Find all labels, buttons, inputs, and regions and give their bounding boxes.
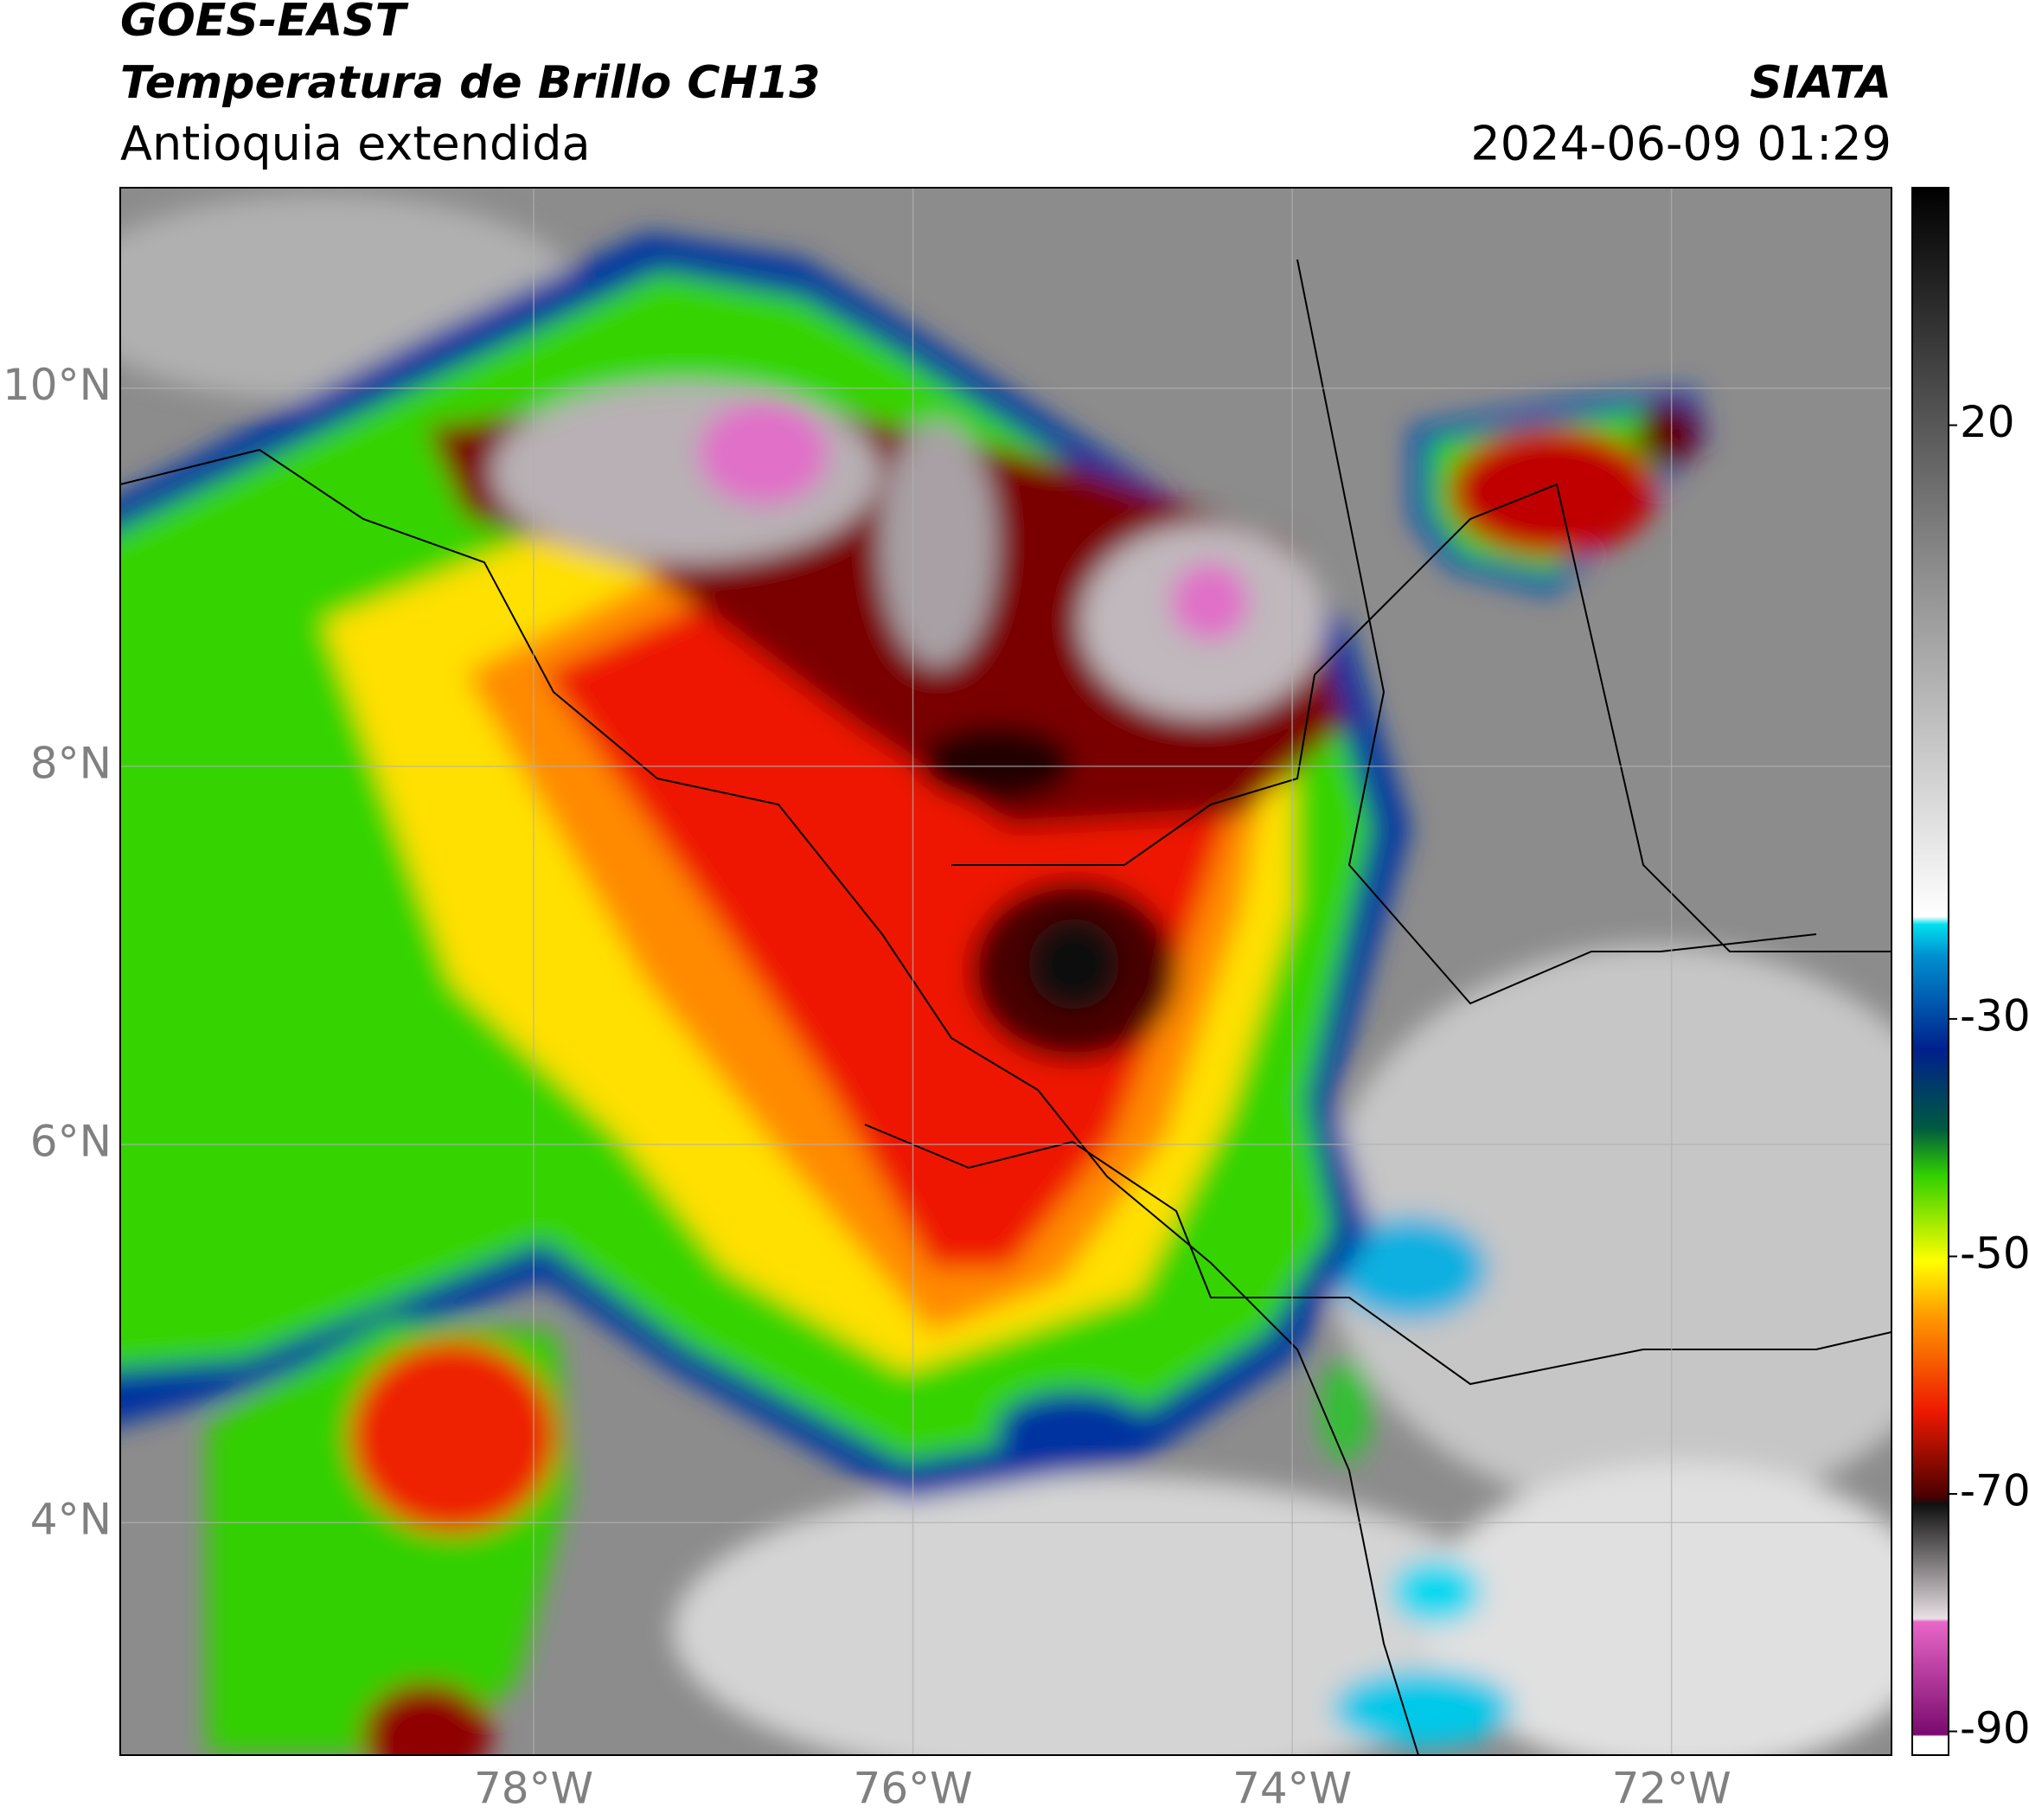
y-tick-label: 10°N — [3, 360, 112, 410]
x-tick-label: 78°W — [474, 1764, 593, 1814]
colorbar — [1911, 187, 1949, 1756]
colorbar-tick-label: -30 — [1960, 990, 2029, 1041]
datetime: 2024-06-09 01:29 — [1470, 117, 1891, 171]
y-tick-label: 4°N — [30, 1495, 112, 1545]
y-tick-label: 8°N — [30, 738, 112, 788]
colorbar-tick-label: -70 — [1960, 1466, 2029, 1516]
x-tick-label: 72°W — [1612, 1764, 1731, 1814]
region: Antioquia extendida — [120, 117, 591, 171]
map-frame — [119, 187, 1892, 1756]
agency: SIATA — [1750, 57, 1891, 109]
satellite-image — [120, 188, 1891, 1755]
product: Temperatura de Brillo CH13 — [120, 57, 820, 109]
colorbar-tick-label: 20 — [1960, 397, 2015, 447]
colorbar-tick-label: -90 — [1960, 1703, 2029, 1753]
satellite: GOES-EAST — [120, 0, 409, 47]
x-tick-label: 74°W — [1232, 1764, 1352, 1814]
x-tick-label: 76°W — [854, 1764, 973, 1814]
colorbar-tick-label: -50 — [1960, 1228, 2029, 1278]
y-tick-label: 6°N — [30, 1116, 112, 1166]
